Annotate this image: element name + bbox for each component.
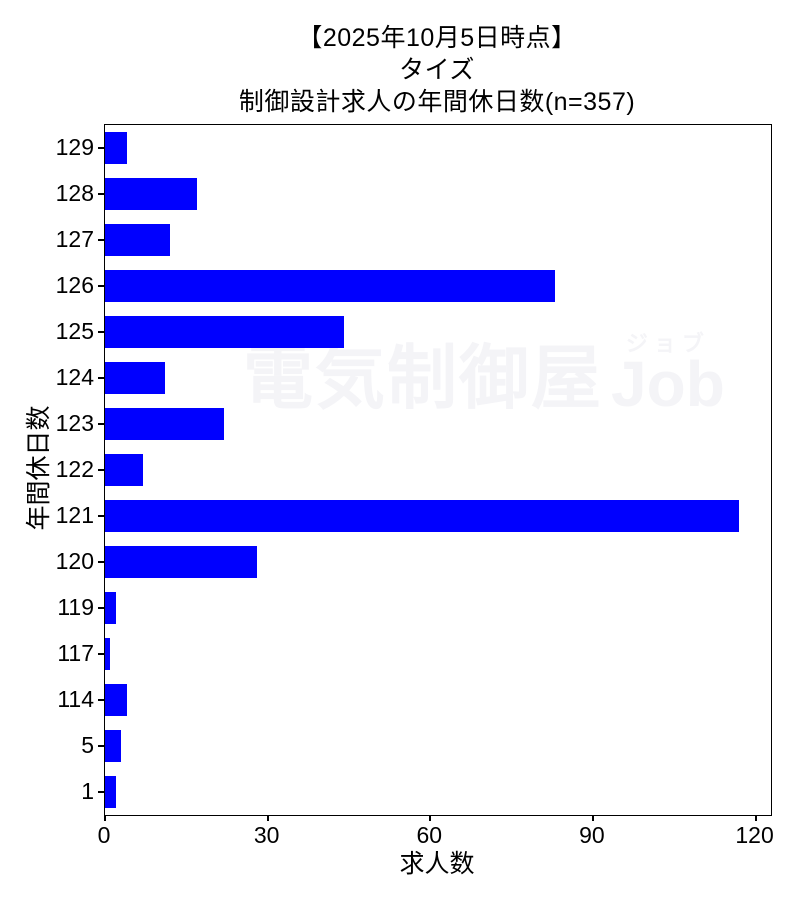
y-tick-label-114: 114: [57, 686, 94, 712]
y-tick-mark: [98, 285, 104, 287]
x-tick-label-120: 120: [735, 822, 774, 848]
bar-5: [105, 730, 122, 762]
bar-125: [105, 316, 344, 348]
bar-127: [105, 224, 171, 256]
watermark-furigana-text: ジョブ: [625, 331, 710, 356]
x-tick-mark: [754, 815, 757, 821]
y-tick-label-128: 128: [55, 180, 94, 206]
bar-114: [105, 684, 127, 716]
watermark-job-block: ジョブ Job: [611, 331, 725, 420]
bar-1: [105, 776, 116, 808]
y-tick-mark: [98, 699, 104, 701]
x-tick-label-0: 0: [97, 822, 111, 848]
x-tick-mark: [591, 815, 594, 821]
y-tick-label-117: 117: [57, 640, 94, 666]
y-tick-label-126: 126: [55, 272, 94, 298]
y-tick-label-120: 120: [55, 548, 94, 574]
chart-title-line-3: 制御設計求人の年間休日数(n=357): [238, 88, 636, 116]
chart-title-line-2: タイズ: [399, 56, 475, 84]
x-tick-label-60: 60: [416, 822, 443, 848]
x-tick-label-90: 90: [579, 822, 605, 848]
y-tick-label-129: 129: [55, 134, 94, 160]
bar-119: [105, 592, 116, 624]
bars-layer: [105, 125, 771, 815]
x-tick-mark: [266, 815, 269, 821]
y-tick-mark: [98, 745, 104, 747]
plot-area: 電気制御屋 ジョブ Job: [98, 124, 772, 821]
y-tick-mark: [98, 561, 104, 563]
y-tick-mark: [98, 469, 104, 471]
y-tick-mark: [98, 239, 104, 241]
y-tick-label-1: 1: [81, 778, 94, 804]
y-tick-mark: [98, 653, 104, 655]
y-tick-label-119: 119: [57, 594, 94, 620]
x-axis-title: 求人数: [399, 850, 475, 878]
y-tick-mark: [98, 791, 104, 793]
bar-122: [105, 454, 143, 486]
chart-title: 【2025年10月5日時点】 タイズ 制御設計求人の年間休日数(n=357): [104, 22, 770, 118]
y-tick-mark: [98, 515, 104, 517]
y-tick-label-125: 125: [55, 318, 94, 344]
bar-128: [105, 178, 198, 210]
bar-120: [105, 546, 257, 578]
watermark-kanji-text: 電気制御屋: [243, 339, 603, 417]
y-tick-mark: [98, 607, 104, 609]
y-tick-label-121: 121: [55, 502, 94, 528]
y-tick-label-127: 127: [55, 226, 94, 252]
y-tick-mark: [98, 331, 104, 333]
x-tick-mark: [429, 815, 432, 821]
chart-title-line-1: 【2025年10月5日時点】: [297, 24, 577, 52]
y-tick-label-122: 122: [55, 456, 94, 482]
y-tick-mark: [98, 193, 104, 195]
bar-121: [105, 500, 740, 532]
watermark-latin-text: Job: [611, 348, 725, 420]
bar-123: [105, 408, 225, 440]
watermark: 電気制御屋 ジョブ Job: [243, 331, 725, 420]
y-tick-mark: [98, 377, 104, 379]
y-tick-mark: [98, 423, 104, 425]
y-tick-label-123: 123: [55, 410, 94, 436]
bar-117: [105, 638, 111, 670]
x-tick-label-30: 30: [253, 822, 280, 848]
y-tick-mark: [98, 147, 104, 149]
x-tick-mark: [104, 815, 106, 821]
y-tick-label-5: 5: [81, 732, 94, 758]
y-tick-label-124: 124: [55, 364, 94, 390]
bar-126: [105, 270, 555, 302]
bar-124: [105, 362, 165, 394]
bar-129: [105, 132, 127, 164]
